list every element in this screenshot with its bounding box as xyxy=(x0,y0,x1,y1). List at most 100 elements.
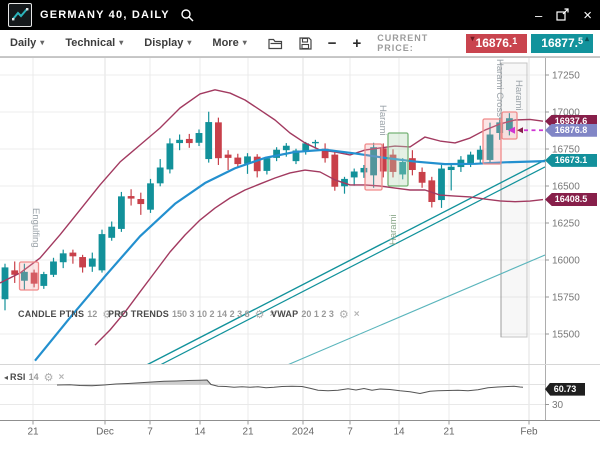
candle-body xyxy=(486,134,494,160)
candle-body xyxy=(331,154,339,187)
candle-body xyxy=(185,138,193,144)
candle-body xyxy=(418,171,426,183)
popout-icon[interactable] xyxy=(556,7,569,23)
app-chart-logo-icon xyxy=(8,3,32,27)
menu-technical[interactable]: Technical ▾ xyxy=(65,37,124,49)
candle-body xyxy=(108,226,116,238)
candle-body xyxy=(137,199,145,205)
candle-body xyxy=(21,271,28,281)
time-axis-label: 7 xyxy=(347,427,353,438)
menu-daily[interactable]: Daily ▾ xyxy=(10,37,45,49)
candle-body xyxy=(292,150,300,162)
candle-body xyxy=(127,196,135,199)
search-icon[interactable] xyxy=(180,8,194,22)
pattern-label: Harami xyxy=(388,214,399,245)
time-axis-label: Dec xyxy=(96,427,114,438)
candle-body xyxy=(244,156,251,164)
candle-body xyxy=(79,257,86,268)
candle-body xyxy=(147,183,154,210)
candle-body xyxy=(476,149,484,160)
candle-body xyxy=(447,166,455,171)
pattern-box xyxy=(18,261,40,291)
candle-body xyxy=(389,154,397,172)
candle-body xyxy=(88,258,96,267)
toolbar: Daily ▾ Technical ▾ Display ▾ More ▾ − + CUR… xyxy=(0,30,600,57)
candle-body xyxy=(30,272,38,284)
pattern-box xyxy=(364,143,383,191)
time-axis-label: 21 xyxy=(443,427,455,438)
caret-down-icon: ▾ xyxy=(187,38,192,47)
price-axis-label: 17000 xyxy=(552,108,580,119)
candle-body xyxy=(409,158,416,171)
time-axis-label: 21 xyxy=(27,427,39,438)
candle-body xyxy=(224,154,232,158)
candle-body xyxy=(59,253,67,263)
chart-area[interactable]: Engulfing Harami Harami Harami Cross Harami … xyxy=(0,57,600,451)
price-axis-label: 17250 xyxy=(552,71,580,82)
save-icon[interactable] xyxy=(299,36,312,50)
pattern-box xyxy=(482,118,502,165)
minimize-button[interactable]: – xyxy=(535,7,543,23)
candle-body xyxy=(1,267,9,300)
price-down-arrow-icon: ▾ xyxy=(470,33,475,43)
price-axis-label: 16750 xyxy=(552,145,580,156)
time-axis-label: 2024 xyxy=(292,427,315,438)
candle-body xyxy=(118,196,125,229)
close-button[interactable]: × xyxy=(583,6,592,24)
sell-price-button[interactable]: ▾ 16876. 1 xyxy=(465,33,528,53)
sell-price-value: 16876. xyxy=(475,36,513,50)
caret-down-icon: ▾ xyxy=(242,38,247,47)
price-axis-label: 15750 xyxy=(552,293,580,304)
zoom-out-button[interactable]: − xyxy=(327,34,337,52)
candle-body xyxy=(282,145,290,151)
candle-body xyxy=(166,143,174,170)
zoom-in-button[interactable]: + xyxy=(352,34,362,52)
candle-body xyxy=(312,141,319,144)
price-up-arrow-icon: ▴ xyxy=(584,33,589,43)
buy-price-button[interactable]: 16877. 5 ▴ xyxy=(531,33,593,53)
window-controls: – × xyxy=(535,8,592,23)
candle-body xyxy=(234,157,242,165)
pattern-label: Harami xyxy=(513,80,524,111)
candle-body xyxy=(273,149,280,158)
candle-body xyxy=(496,122,504,134)
menu-more[interactable]: More ▾ xyxy=(212,37,247,49)
time-axis-label: 21 xyxy=(242,427,254,438)
vwap-band-line xyxy=(160,166,545,364)
candle-body xyxy=(253,156,261,172)
time-axis-label: 7 xyxy=(147,427,153,438)
pattern-box xyxy=(501,111,518,140)
current-price-label: CURRENT PRICE: xyxy=(377,33,429,53)
candle-body xyxy=(69,252,77,257)
moving-average-line xyxy=(34,148,545,362)
candle-body xyxy=(438,168,445,201)
candle-body xyxy=(399,162,407,175)
buy-price-value: 16877. xyxy=(541,36,578,50)
candle-body xyxy=(321,148,329,159)
vwap-line xyxy=(147,159,545,364)
pattern-label: Harami xyxy=(377,105,388,136)
time-axis-label: Feb xyxy=(520,427,538,438)
menu-display[interactable]: Display ▾ xyxy=(144,37,192,49)
pattern-box xyxy=(387,132,409,187)
bollinger-upper-line xyxy=(0,89,544,284)
measure-band xyxy=(500,62,528,338)
pattern-label: Engulfing xyxy=(30,208,41,248)
time-axis-label: 14 xyxy=(194,427,206,438)
candle-body xyxy=(205,122,213,160)
caret-down-icon: ▾ xyxy=(40,38,45,47)
price-axis-label: 16250 xyxy=(552,219,580,230)
price-axis-label: 15500 xyxy=(552,330,580,341)
open-folder-icon[interactable] xyxy=(268,37,283,50)
candle-body xyxy=(350,171,358,178)
price-axis-label: 16000 xyxy=(552,256,580,267)
rsi-axis-label: 30 xyxy=(552,400,564,411)
candle-body xyxy=(40,274,48,286)
candle-body xyxy=(156,167,164,184)
candle-body xyxy=(11,270,19,275)
candle-body xyxy=(215,122,222,159)
candle-body xyxy=(360,167,368,173)
candle-body xyxy=(195,133,203,143)
